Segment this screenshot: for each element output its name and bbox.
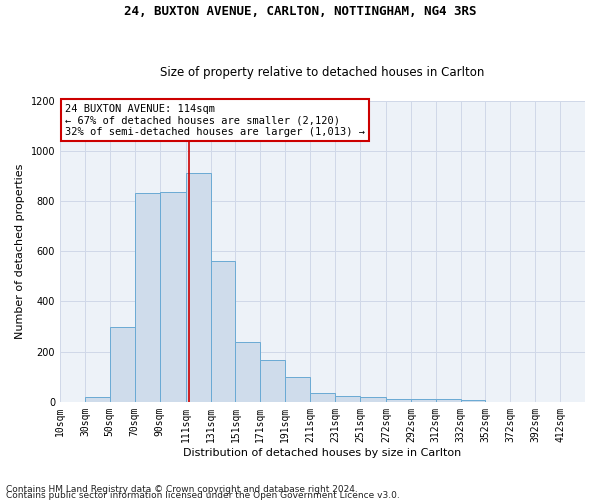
Bar xyxy=(160,192,185,402)
Bar xyxy=(211,261,235,402)
Bar xyxy=(85,397,110,402)
Bar xyxy=(235,342,260,402)
Text: 24, BUXTON AVENUE, CARLTON, NOTTINGHAM, NG4 3RS: 24, BUXTON AVENUE, CARLTON, NOTTINGHAM, … xyxy=(124,5,476,18)
Bar xyxy=(134,194,160,402)
Bar xyxy=(335,396,360,402)
Bar xyxy=(411,400,436,402)
Bar xyxy=(360,397,386,402)
Bar xyxy=(310,393,335,402)
Y-axis label: Number of detached properties: Number of detached properties xyxy=(15,164,25,339)
Bar xyxy=(461,400,485,402)
Bar xyxy=(185,174,211,402)
Bar xyxy=(260,360,285,402)
Text: 24 BUXTON AVENUE: 114sqm
← 67% of detached houses are smaller (2,120)
32% of sem: 24 BUXTON AVENUE: 114sqm ← 67% of detach… xyxy=(65,104,365,136)
Bar xyxy=(285,376,310,402)
Bar xyxy=(386,400,411,402)
Bar xyxy=(436,400,461,402)
X-axis label: Distribution of detached houses by size in Carlton: Distribution of detached houses by size … xyxy=(184,448,461,458)
Text: Contains public sector information licensed under the Open Government Licence v3: Contains public sector information licen… xyxy=(6,490,400,500)
Text: Contains HM Land Registry data © Crown copyright and database right 2024.: Contains HM Land Registry data © Crown c… xyxy=(6,484,358,494)
Title: Size of property relative to detached houses in Carlton: Size of property relative to detached ho… xyxy=(160,66,485,78)
Bar xyxy=(110,326,134,402)
